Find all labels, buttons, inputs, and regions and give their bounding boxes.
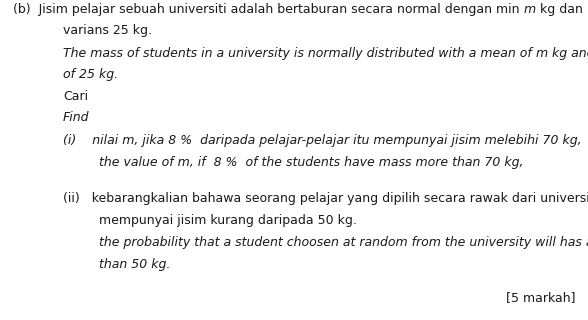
Text: [5 markah]: [5 markah]	[506, 292, 575, 304]
Text: kg dan: kg dan	[536, 3, 583, 16]
Text: m: m	[536, 47, 548, 60]
Text: of 25 kg.: of 25 kg.	[63, 68, 118, 81]
Text: Find: Find	[63, 111, 89, 124]
Text: the value of m, if  8 %  of the students have mass more than 70 kg,: the value of m, if 8 % of the students h…	[99, 156, 523, 169]
Text: m: m	[523, 3, 536, 16]
Text: varians 25 kg.: varians 25 kg.	[63, 24, 152, 36]
Text: mempunyai jisim kurang daripada 50 kg.: mempunyai jisim kurang daripada 50 kg.	[99, 214, 357, 227]
Text: (b)  Jisim pelajar sebuah universiti adalah bertaburan secara normal dengan min: (b) Jisim pelajar sebuah universiti adal…	[13, 3, 523, 16]
Text: The mass of students in a university is normally distributed with a mean of: The mass of students in a university is …	[63, 47, 536, 60]
Text: kg and variance: kg and variance	[548, 47, 588, 60]
Text: than 50 kg.: than 50 kg.	[99, 258, 170, 270]
Text: the probability that a student choosen at random from the university will has a : the probability that a student choosen a…	[99, 236, 588, 249]
Text: (i)    nilai m, jika 8 %  daripada pelajar-pelajar itu mempunyai jisim melebihi : (i) nilai m, jika 8 % daripada pelajar-p…	[63, 134, 582, 147]
Text: Cari: Cari	[63, 90, 88, 103]
Text: (ii)   kebarangkalian bahawa seorang pelajar yang dipilih secara rawak dari univ: (ii) kebarangkalian bahawa seorang pelaj…	[63, 192, 588, 205]
